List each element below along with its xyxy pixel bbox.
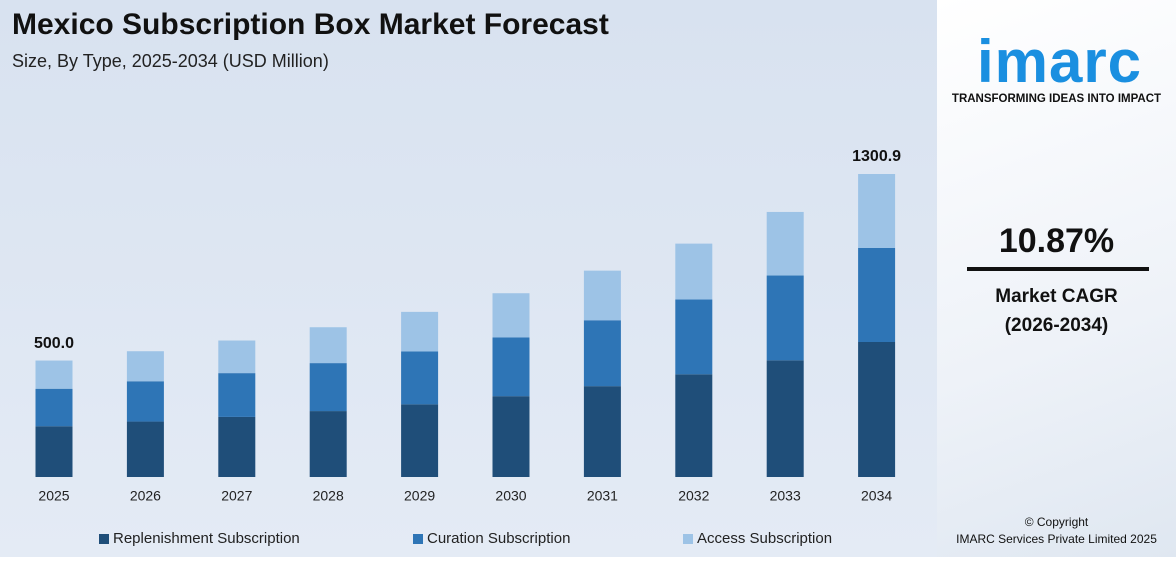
bar-segment [583, 270, 621, 321]
total-label: 500.0 [34, 335, 74, 352]
chart-subtitle: Size, By Type, 2025-2034 (USD Million) [12, 51, 329, 71]
x-tick-label: 2033 [770, 488, 801, 504]
bar-segment [492, 396, 530, 477]
total-label: 1300.9 [852, 148, 901, 165]
bar-segment [309, 363, 347, 412]
legend-label: Curation Subscription [427, 530, 570, 547]
x-tick-label: 2028 [313, 488, 344, 504]
x-tick-label: 2029 [404, 488, 435, 504]
legend-swatch [413, 534, 423, 544]
bar-segment [401, 311, 439, 352]
divider [967, 267, 1149, 271]
legend-label: Access Subscription [697, 530, 832, 547]
logo: imarc [976, 28, 1143, 95]
bar-segment [858, 342, 896, 477]
bar-segment [675, 299, 713, 375]
bar-segment [492, 293, 530, 338]
chart-panel: Mexico Subscription Box Market Forecast … [0, 0, 937, 557]
bar-segment [218, 416, 256, 477]
legend-swatch [99, 534, 109, 544]
x-tick-label: 2032 [678, 488, 709, 504]
x-tick-label: 2025 [38, 488, 69, 504]
legend-label: Replenishment Subscription [113, 530, 300, 547]
tagline: TRANSFORMING IDEAS INTO IMPACT [951, 93, 1162, 105]
chart: Mexico Subscription Box Market Forecast … [12, 8, 901, 547]
x-tick-label: 2034 [861, 488, 892, 504]
bar-segment [675, 243, 713, 300]
x-tick-label: 2026 [130, 488, 161, 504]
bar-segment [858, 174, 896, 248]
x-tick-label: 2027 [221, 488, 252, 504]
cagr-period: (2026-2034) [1004, 315, 1109, 336]
legend-swatch [683, 534, 693, 544]
bar-segment [766, 211, 804, 276]
bar-segment [126, 381, 164, 422]
bar-segment [766, 360, 804, 477]
bar-segment [401, 351, 439, 405]
bar-segment [492, 337, 530, 397]
bar-segment [35, 360, 73, 389]
sidebar: imarc TRANSFORMING IDEAS INTO IMPACT 10.… [937, 0, 1176, 557]
bar-segment [401, 404, 439, 477]
company: IMARC Services Private Limited 2025 [956, 532, 1157, 546]
bar-segment [126, 351, 164, 382]
cagr-value: 10.87% [998, 222, 1115, 260]
x-tick-label: 2030 [495, 488, 526, 504]
bar-segment [126, 421, 164, 477]
copyright: © Copyright [1024, 515, 1089, 529]
bar-segment [309, 327, 347, 364]
bar-segment [218, 373, 256, 417]
bar-segment [309, 411, 347, 477]
bar-segment [218, 340, 256, 374]
chart-title: Mexico Subscription Box Market Forecast [12, 8, 609, 41]
bar-segment [35, 388, 73, 427]
bar-segment [675, 374, 713, 477]
bar-segment [766, 275, 804, 361]
bar-segment [858, 247, 896, 343]
x-tick-label: 2031 [587, 488, 618, 504]
cagr-label: Market CAGR [995, 286, 1118, 307]
bar-segment [583, 320, 621, 387]
bar-segment [583, 386, 621, 477]
bar-segment [35, 426, 73, 477]
